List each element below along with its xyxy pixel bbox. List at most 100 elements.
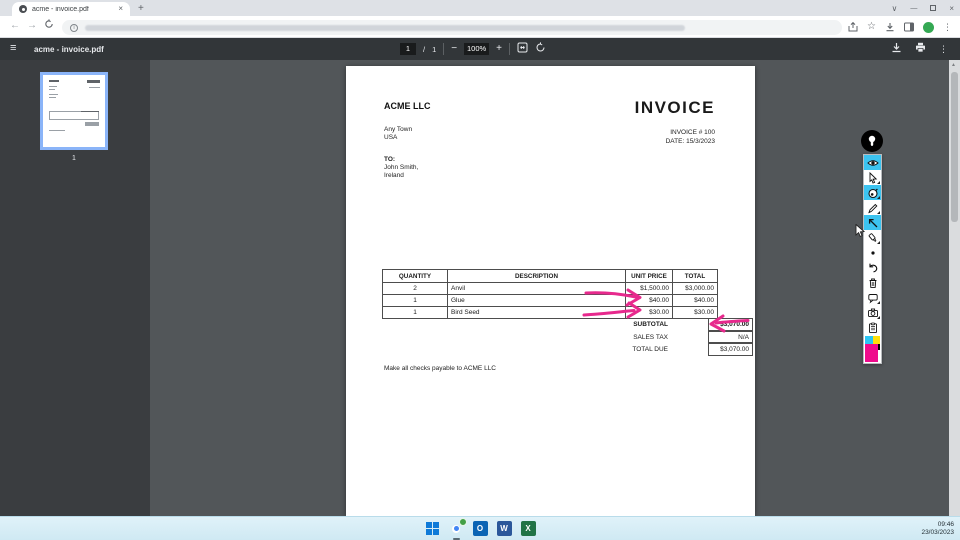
tab-title: acme - invoice.pdf — [32, 5, 89, 13]
color-palette[interactable] — [864, 335, 881, 363]
window-controls: ∨ — × — [891, 0, 954, 16]
paint-extension-logo[interactable] — [861, 130, 883, 152]
profile-avatar[interactable] — [923, 21, 934, 33]
color-swatch-yellow[interactable] — [873, 336, 880, 344]
browser-tab-strip: acme - invoice.pdf × + ∨ — × — [0, 0, 960, 16]
summary-value: N/A — [708, 330, 753, 343]
cursor-tool[interactable] — [864, 170, 881, 185]
color-swatch-magenta-active[interactable] — [865, 344, 878, 362]
arrow-tool[interactable] — [864, 215, 881, 230]
thumbnail-panel: 1 — [0, 60, 150, 516]
taskbar-excel-button[interactable]: X — [520, 521, 536, 536]
site-info-icon[interactable]: i — [70, 23, 78, 32]
scrollbar-thumb[interactable] — [951, 72, 958, 222]
invoice-title: INVOICE — [634, 98, 715, 117]
summary-value: $3,070.00 — [708, 343, 753, 356]
divider — [443, 43, 445, 55]
zoom-in-button[interactable]: + — [496, 43, 502, 54]
chrome-notification-badge — [458, 518, 467, 526]
color-swatch-cyan[interactable] — [865, 336, 873, 344]
browser-toolbar: ← → i ☆ ⋮ — [0, 16, 960, 38]
downloads-icon[interactable] — [885, 22, 895, 32]
invoice-recipient: TO: John Smith, Ireland — [384, 156, 419, 179]
stamp-tool[interactable] — [864, 290, 881, 305]
taskbar-icons: O W X — [0, 517, 960, 540]
invoice-company-address: Any Town USA — [384, 126, 413, 141]
invoice-meta: INVOICE # 100 DATE: 15/3/2023 — [666, 129, 715, 146]
zoom-level-input[interactable]: 100% — [464, 43, 490, 55]
taskbar-chrome-button[interactable] — [449, 518, 467, 540]
table-row: 1 Glue $40.00 $40.00 — [382, 294, 718, 307]
table-header-cell: QUANTITY — [382, 269, 448, 283]
clock-time: 09:46 — [937, 521, 954, 528]
rotate-button[interactable] — [535, 40, 546, 58]
zoom-out-button[interactable]: − — [451, 43, 458, 54]
forward-button[interactable]: → — [27, 20, 37, 31]
invoice-table: QUANTITY DESCRIPTION UNIT PRICE TOTAL 2 … — [382, 269, 718, 319]
table-header-cell: TOTAL — [672, 269, 718, 283]
tab-close-icon[interactable]: × — [118, 4, 123, 13]
maximize-button[interactable] — [930, 5, 937, 11]
dropper-tool[interactable] — [864, 185, 881, 200]
pdf-page-controls: 1 / 1 − 100% + — [400, 38, 546, 60]
close-window-button[interactable]: × — [949, 3, 954, 13]
reload-button[interactable] — [44, 19, 54, 32]
undo-tool[interactable] — [864, 260, 881, 275]
browser-tab[interactable]: acme - invoice.pdf × — [12, 2, 130, 16]
taskbar-outlook-button[interactable]: O — [472, 521, 488, 536]
pdf-toolbar-actions: ⋮ — [891, 38, 948, 60]
pencil-tool[interactable] — [864, 200, 881, 215]
paint-toolbar — [863, 154, 882, 364]
taskbar-clock[interactable]: 09:46 23/03/2023 — [921, 521, 954, 537]
new-tab-button[interactable]: + — [138, 3, 144, 14]
document-viewport: ACME LLC Any Town USA TO: John Smith, Ir… — [150, 60, 960, 516]
pdf-menu-icon[interactable]: ≡ — [10, 42, 17, 54]
table-cell: 2 — [382, 282, 448, 295]
scroll-up-arrow[interactable]: ▲ — [951, 62, 956, 68]
summary-label: SUBTOTAL — [633, 321, 668, 328]
table-row: 1 Bird Seed $30.00 $30.00 — [382, 306, 718, 319]
start-button[interactable] — [425, 521, 440, 536]
bookmark-star-icon[interactable]: ☆ — [867, 21, 876, 32]
address-bar[interactable]: i — [62, 20, 842, 35]
pdf-page: ACME LLC Any Town USA TO: John Smith, Ir… — [346, 66, 755, 516]
invoice-number: INVOICE # 100 — [670, 129, 715, 136]
browser-menu-icon[interactable]: ⋮ — [943, 21, 952, 32]
url-text-redacted — [85, 24, 685, 31]
page-thumbnail[interactable] — [40, 72, 108, 150]
back-button[interactable]: ← — [10, 20, 20, 31]
pdf-print-icon[interactable] — [915, 40, 926, 58]
clock-date: 23/03/2023 — [921, 529, 954, 536]
tab-favicon-icon — [19, 5, 27, 13]
page-total: 1 — [432, 44, 437, 54]
camera-tool[interactable] — [864, 305, 881, 320]
table-cell: 1 — [382, 294, 448, 307]
minimize-button[interactable]: — — [910, 4, 918, 12]
toolbar-actions: ☆ ⋮ — [848, 19, 952, 35]
vertical-scrollbar[interactable]: ▲ — [949, 60, 960, 516]
windows-logo-icon — [425, 522, 439, 535]
table-cell: 1 — [382, 306, 448, 319]
eye-tool[interactable] — [864, 155, 881, 170]
table-header-cell: DESCRIPTION — [447, 269, 626, 283]
summary-label: TOTAL DUE — [632, 346, 668, 353]
drawn-arrow-annotations — [582, 288, 750, 333]
side-panel-icon[interactable] — [904, 22, 914, 32]
page-number-input[interactable]: 1 — [400, 43, 416, 55]
marker-tool[interactable] — [864, 230, 881, 245]
pdf-download-icon[interactable] — [891, 40, 902, 58]
clipboard-tool[interactable] — [864, 320, 881, 335]
invoice-date: DATE: 15/3/2023 — [665, 137, 715, 145]
summary-value: $3,070.00 — [708, 318, 753, 331]
divider — [508, 43, 510, 55]
pdf-more-icon[interactable]: ⋮ — [939, 43, 948, 54]
share-icon[interactable] — [848, 22, 858, 32]
fit-page-button[interactable] — [517, 40, 528, 58]
tab-search-icon[interactable]: ∨ — [891, 3, 898, 13]
invoice-footer-note: Make all checks payable to ACME LLC — [384, 365, 496, 372]
pdf-viewer-area: 1 ACME LLC Any Town USA TO: John Smith, … — [0, 60, 960, 516]
trash-tool[interactable] — [864, 275, 881, 290]
dot-size-tool[interactable] — [864, 245, 881, 260]
taskbar-word-button[interactable]: W — [496, 521, 512, 536]
table-cell: $30.00 — [672, 306, 718, 319]
